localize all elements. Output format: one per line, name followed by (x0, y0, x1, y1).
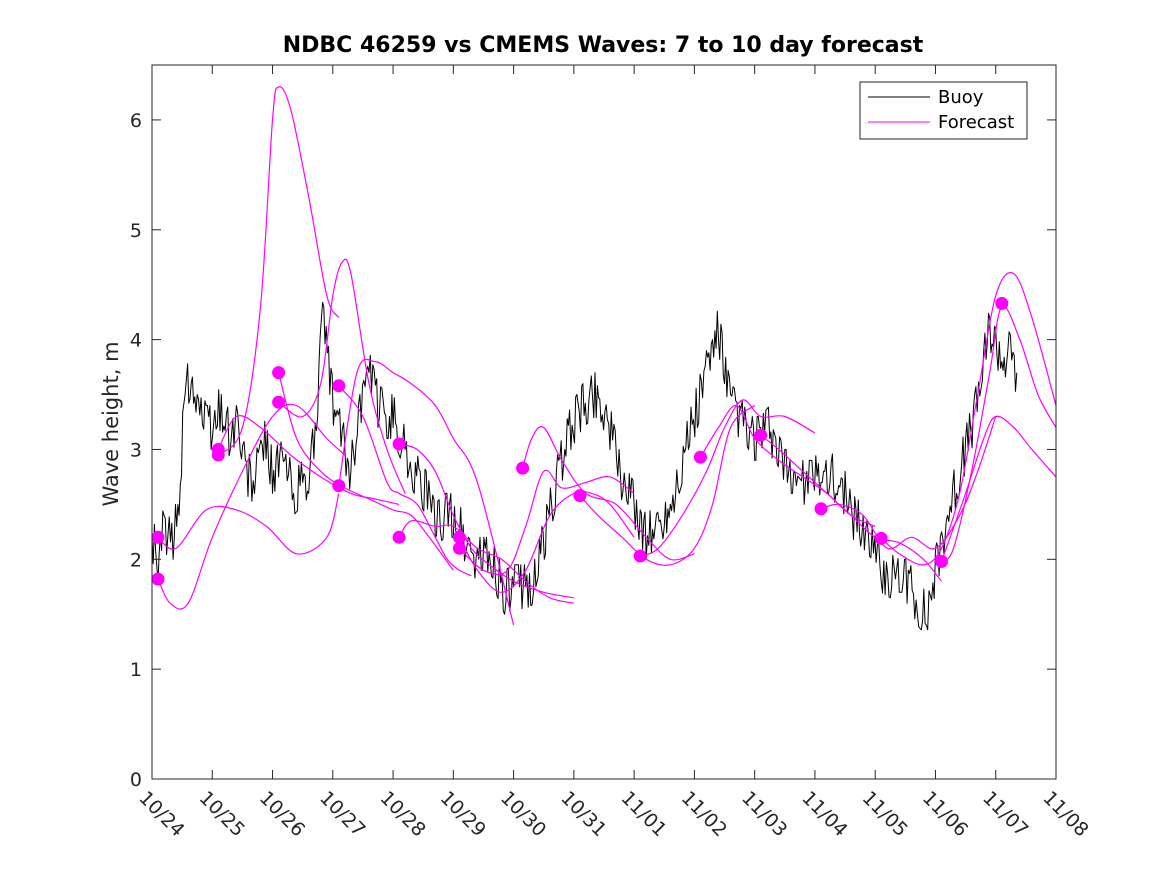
legend-forecast-label: Forecast (938, 112, 1014, 133)
x-tick-label: 11/04 (797, 787, 851, 841)
x-tick-label: 11/08 (1038, 787, 1092, 841)
y-tick-label: 2 (130, 549, 142, 571)
x-tick-label: 10/27 (315, 787, 369, 841)
forecast-start-marker-14 (573, 489, 587, 503)
forecast-series-line-17 (760, 434, 942, 582)
forecast-start-marker-12 (452, 541, 466, 555)
x-tick-label: 11/05 (858, 787, 912, 841)
y-tick-label: 1 (130, 659, 142, 681)
y-tick-label: 4 (130, 330, 142, 352)
y-tick-label: 0 (130, 769, 142, 791)
forecast-start-marker-15 (633, 549, 647, 563)
x-tick-label: 11/01 (617, 787, 671, 841)
forecast-series-line-5 (278, 258, 406, 494)
forecast-series-line-13 (522, 426, 695, 561)
forecast-series-line-9 (398, 443, 575, 599)
x-tick-label: 10/31 (556, 787, 610, 841)
x-tick-label: 10/29 (436, 787, 490, 841)
forecast-series-line-1 (157, 493, 340, 555)
forecast-series-line-6 (278, 372, 454, 571)
x-tick-label: 11/03 (737, 787, 791, 841)
x-tick-label: 11/06 (918, 787, 972, 841)
y-tick-label: 6 (130, 110, 142, 132)
legend: Buoy Forecast (859, 81, 1028, 140)
forecast-start-marker-8 (332, 479, 346, 493)
forecast-start-marker-19 (874, 531, 888, 545)
x-tick-label: 10/28 (376, 787, 430, 841)
forecast-start-marker-21 (995, 296, 1009, 310)
forecast-series-line-14 (579, 405, 756, 566)
x-tick-label: 10/26 (255, 787, 309, 841)
forecast-series-line-19 (880, 272, 1057, 566)
forecast-series-line-21 (940, 415, 1057, 562)
legend-box (859, 81, 1028, 140)
forecast-start-marker-4 (211, 448, 225, 462)
buoy-series-line (151, 301, 1018, 631)
x-tick-label: 10/24 (134, 787, 188, 841)
forecast-start-marker-13 (516, 461, 530, 475)
forecast-start-marker-16 (693, 450, 707, 464)
forecast-start-marker-7 (332, 379, 346, 393)
chart-title: NDBC 46259 vs CMEMS Waves: 7 to 10 day f… (283, 33, 924, 58)
forecast-series-line-10 (398, 519, 575, 604)
forecast-start-marker-1 (151, 530, 165, 544)
forecast-series-line-8 (338, 358, 515, 626)
x-tick-label: 10/30 (496, 787, 550, 841)
forecast-start-marker-18 (814, 502, 828, 516)
forecast-start-marker-17 (754, 428, 768, 442)
forecast-start-marker-9 (392, 437, 406, 451)
axes-box (151, 64, 1057, 780)
forecast-series-line-18 (820, 416, 997, 550)
forecast-series-line-7 (338, 385, 472, 577)
forecast-start-marker-11 (452, 530, 466, 544)
forecast-start-marker-6 (272, 395, 286, 409)
y-axis-label: Wave height, m (99, 341, 123, 506)
forecast-series-line-20 (941, 305, 1057, 562)
forecast-start-marker-5 (272, 366, 286, 380)
forecast-series-line-15 (639, 399, 816, 557)
x-tick-label: 11/07 (978, 787, 1032, 841)
forecast-series-line-3 (217, 415, 400, 505)
legend-buoy-label: Buoy (938, 87, 984, 108)
x-tick-label: 11/02 (677, 787, 731, 841)
forecast-series-line-11 (458, 469, 635, 576)
forecast-start-marker-10 (392, 530, 406, 544)
plot-area (151, 86, 1057, 631)
forecast-start-marker-20 (935, 555, 948, 568)
y-tick-label: 3 (130, 439, 142, 461)
forecast-start-marker-2 (151, 572, 165, 586)
y-tick-label: 5 (130, 220, 142, 242)
forecast-series-line-2 (157, 403, 346, 610)
x-tick-label: 10/25 (195, 787, 249, 841)
forecast-series-line-4 (217, 86, 340, 456)
